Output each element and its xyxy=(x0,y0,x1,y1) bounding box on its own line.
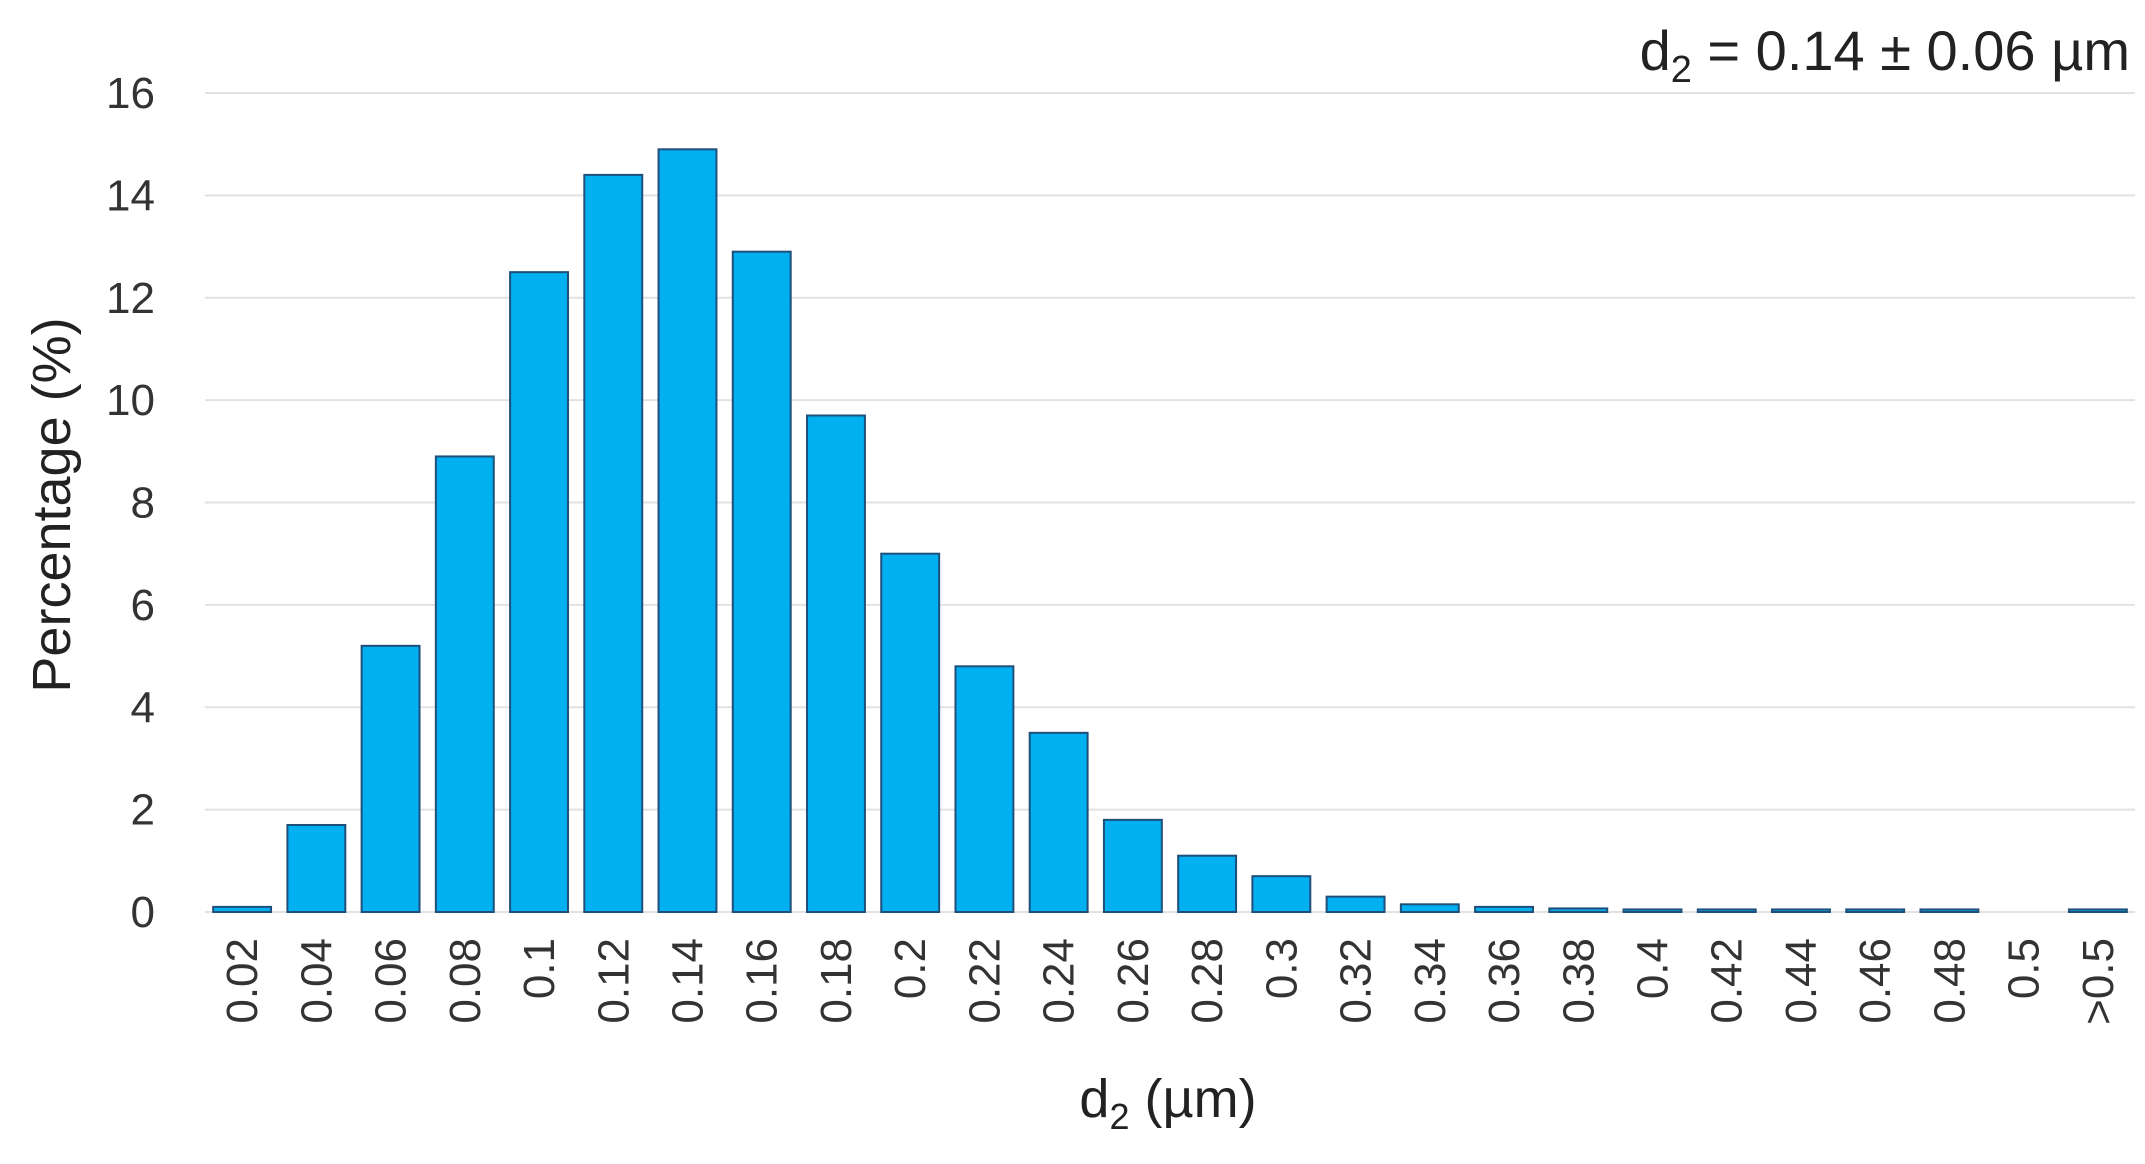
y-axis-ticks: 0 2 4 6 8 10 12 14 16 xyxy=(106,69,155,937)
x-tick-label: 0.5 xyxy=(2000,938,2049,999)
bar-0.04 xyxy=(286,823,347,914)
x-tick-label: 0.48 xyxy=(1925,938,1974,1024)
annotation-value: = 0.14 ± 0.06 µm xyxy=(1692,19,2130,82)
x-tick-label: 0.02 xyxy=(218,938,267,1024)
bars xyxy=(212,148,2128,914)
bar-0.28 xyxy=(1177,854,1238,913)
bar-0.32 xyxy=(1325,895,1386,913)
bar-0.4 xyxy=(1622,908,1683,913)
x-tick-label: 0.18 xyxy=(812,938,861,1024)
bar-0.44 xyxy=(1771,908,1831,913)
y-tick-label: 4 xyxy=(131,683,155,732)
bar-0.36 xyxy=(1474,905,1534,913)
bar-0.34 xyxy=(1399,903,1460,914)
bar-0.24 xyxy=(1028,731,1089,913)
bar-0.26 xyxy=(1102,818,1163,913)
y-tick-label: 8 xyxy=(131,479,155,528)
bar->0.5 xyxy=(2067,908,2128,913)
bar-0.3 xyxy=(1251,875,1312,914)
x-axis-title-subscript: 2 xyxy=(1109,1096,1129,1137)
bar-0.06 xyxy=(360,644,421,913)
annotation-symbol: d xyxy=(1640,19,1671,82)
bar-0.38 xyxy=(1548,907,1609,913)
x-tick-label: >0.5 xyxy=(2074,938,2123,1025)
y-tick-label: 6 xyxy=(131,581,155,630)
x-tick-label: 0.04 xyxy=(292,938,341,1024)
y-tick-label: 14 xyxy=(106,171,155,220)
x-tick-label: 0.46 xyxy=(1851,938,1900,1024)
bar-0.2 xyxy=(880,552,941,913)
annotation-subscript: 2 xyxy=(1671,49,1692,91)
x-tick-label: 0.34 xyxy=(1406,938,1455,1024)
bar-0.42 xyxy=(1696,908,1757,913)
x-tick-label: 0.26 xyxy=(1109,938,1158,1024)
x-tick-label: 0.2 xyxy=(886,938,935,999)
x-tick-label: 0.22 xyxy=(960,938,1009,1024)
bar-0.22 xyxy=(954,665,1015,913)
x-tick-label: 0.12 xyxy=(589,938,638,1024)
y-tick-label: 0 xyxy=(131,888,155,937)
x-axis-title-symbol: d xyxy=(1079,1069,1109,1129)
bar-0.48 xyxy=(1919,908,1980,913)
y-tick-label: 16 xyxy=(106,69,155,118)
x-tick-label: 0.06 xyxy=(367,938,416,1024)
y-tick-label: 10 xyxy=(106,376,155,425)
x-tick-label: 0.24 xyxy=(1035,938,1084,1024)
bar-0.14 xyxy=(657,148,718,913)
x-tick-label: 0.1 xyxy=(515,938,564,999)
x-tick-label: 0.14 xyxy=(664,938,713,1024)
x-tick-label: 0.16 xyxy=(738,938,787,1024)
x-axis-title-unit: (µm) xyxy=(1130,1069,1257,1129)
y-tick-label: 12 xyxy=(106,274,155,323)
x-tick-label: 0.3 xyxy=(1257,938,1306,999)
x-tick-label: 0.44 xyxy=(1777,938,1826,1024)
bar-0.18 xyxy=(806,414,866,913)
x-tick-label: 0.38 xyxy=(1554,938,1603,1024)
bar-0.02 xyxy=(212,905,273,913)
y-tick-label: 2 xyxy=(131,786,155,835)
bar-0.12 xyxy=(583,173,644,913)
bar-0.46 xyxy=(1845,908,1906,913)
x-tick-label: 0.28 xyxy=(1183,938,1232,1024)
bar-0.1 xyxy=(509,271,569,913)
x-axis-title: d2 (µm) xyxy=(1079,1069,1256,1137)
mean-diameter-annotation: d2 = 0.14 ± 0.06 µm xyxy=(1640,19,2130,91)
x-axis-ticks: 0.02 0.04 0.06 0.08 0.1 0.12 0.14 0.16 0.18 0.2 0.… xyxy=(218,938,2123,1025)
x-tick-label: 0.08 xyxy=(441,938,490,1024)
bar-0.08 xyxy=(434,455,495,913)
y-axis-title: Percentage (%) xyxy=(22,317,82,692)
x-tick-label: 0.32 xyxy=(1332,938,1381,1024)
x-tick-label: 0.42 xyxy=(1703,938,1752,1024)
x-tick-label: 0.4 xyxy=(1629,938,1678,999)
bar-0.16 xyxy=(731,250,792,913)
x-tick-label: 0.36 xyxy=(1480,938,1529,1024)
